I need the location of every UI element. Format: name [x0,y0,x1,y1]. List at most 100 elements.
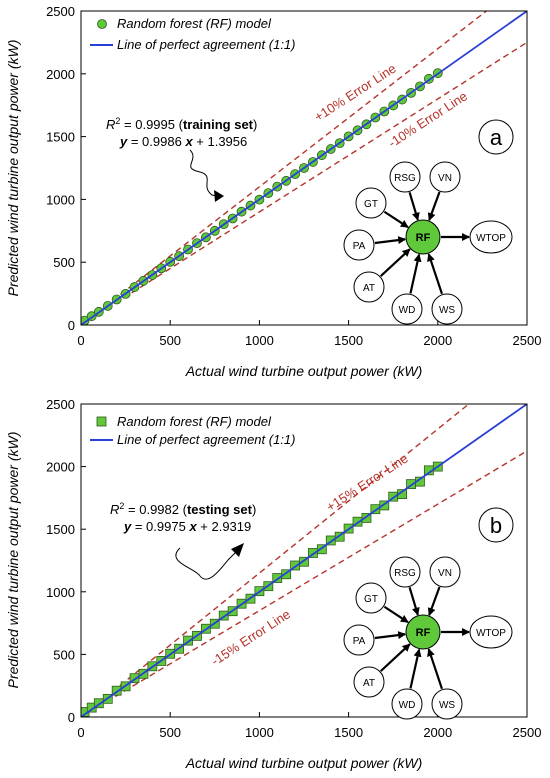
one-to-one-line [81,11,527,325]
panel-b-legend-entry-line: Line of perfect agreement (1:1) [117,432,296,447]
y-tick-label: 0 [68,710,75,725]
diagram-arrow [409,648,422,689]
diagram-input-node [391,688,423,720]
panel-b-regression-text: y = 0.9975 x + 2.9319 [123,519,251,534]
diagram-input-label: WD [399,700,416,711]
x-tick-label: 2500 [513,333,542,348]
diagram-center-node [405,219,441,255]
diagram-arrow [427,586,441,617]
x-tick-label: 0 [77,333,84,348]
upper-error-line [81,11,488,325]
y-tick-label: 1000 [46,192,75,207]
diagram-arrow [379,643,411,672]
diagram-arrow [408,587,420,616]
panel-b-squiggle-pointer [175,547,241,580]
y-tick-label: 500 [53,255,75,270]
y-tick-label: 0 [68,318,75,333]
panel-a-legend-entry-line: Line of perfect agreement (1:1) [117,37,296,52]
x-tick-label: 2000 [423,333,452,348]
diagram-center-label: RF [416,627,431,639]
panel-b-pointer-arrowhead [231,543,244,557]
panel-a-regression-text: y = 0.9986 x + 1.3956 [119,134,247,149]
diagram-arrow [427,191,441,222]
diagram-input-label: RSG [394,173,416,184]
x-tick-label: 1000 [245,725,274,740]
diagram-arrow [383,605,409,624]
diagram-center-label: RF [416,232,431,244]
panel-a-legend-marker [97,19,107,29]
diagram-input-node [389,161,421,193]
diagram-arrow [427,253,443,295]
diagram-input-node [431,293,463,325]
y-tick-label: 1500 [46,130,75,145]
panel-b-one-to-one-line [81,404,527,717]
diagram-arrow [427,648,443,690]
data-point [334,531,345,542]
panel-b-x-axis-label: Actual wind turbine output power (kW) [185,755,423,771]
panel-a-legend: Random forest (RF) model Line of perfect… [90,16,296,52]
diagram-input-node [391,293,423,325]
x-tick-label: 1500 [334,725,363,740]
lower-error-line [81,41,527,325]
panel-b-upper-error-label: +15% Error Line [323,451,410,515]
diagram-input-label: VN [438,173,452,184]
panel-a-label-circle [478,119,514,155]
panel-a-label: a [490,125,503,150]
lower-error-line [81,450,527,717]
one-to-one-line [81,404,527,717]
panel-b-legend-entry-model: Random forest (RF) model [117,414,272,429]
panel-b-error-lines [81,404,527,717]
y-tick-label: 2000 [46,460,75,475]
data-point [379,500,390,511]
diagram-arrow [383,210,409,229]
panel-b-label: b [490,513,502,538]
data-point [299,556,309,567]
panel-a-x-axis-label: Actual wind turbine output power (kW) [185,363,423,379]
x-tick-label: 0 [77,725,84,740]
panel-b-r2-text: R2 = 0.9982 (testing set) [110,501,256,517]
panel-a-plot-frame [80,10,528,326]
panel-b-axis-ticks: 0 500 1000 1500 2000 2500 0 500 1000 1500 2000 2500 [46,397,541,740]
diagram-center-node [405,614,441,650]
diagram-input-label: GT [364,199,378,210]
x-tick-label: 1000 [245,333,274,348]
diagram-input-label: PA [353,636,366,647]
diagram-output-label: WTOP [476,628,506,639]
panel-a-y-axis-label: Predicted wind turbine output power (kW) [5,40,21,297]
panel-a-r2-text: R2 = 0.9995 (training set) [106,116,257,132]
panel-a-fit-equation: R2 = 0.9995 (training set) y = 0.9986 x … [106,116,257,202]
panel-a-legend-entry-model: Random forest (RF) model [117,16,272,31]
panel-a-axis-ticks: 0 500 1000 1500 2000 2500 0 500 1000 1500 2000 2500 [46,4,541,348]
diagram-input-node [429,161,461,193]
y-tick-label: 500 [53,647,75,662]
diagram-input-node [343,229,375,261]
diagram-input-node [353,271,385,303]
y-tick-label: 1500 [46,522,75,537]
diagram-input-label: WD [399,305,416,316]
y-tick-label: 2500 [46,397,75,412]
upper-error-line [81,404,470,717]
y-tick-label: 2500 [46,4,75,19]
diagram-arrow [374,631,407,640]
diagram-input-label: AT [363,283,375,294]
diagram-arrow [409,253,422,294]
diagram-output-label: WTOP [476,233,506,244]
panel-b-legend-marker [96,416,107,427]
diagram-input-node [355,582,387,614]
panel-a-chart: 0 500 1000 1500 2000 2500 0 500 1000 1500 2000 2500… [5,4,541,379]
diagram-input-label: VN [438,568,452,579]
diagram-arrow [379,248,411,277]
panel-a-error-lines [81,11,527,325]
diagram-input-label: PA [353,241,366,252]
diagram-input-node [429,556,461,588]
diagram-output-node [469,615,513,649]
y-tick-label: 1000 [46,585,75,600]
data-point [316,544,327,555]
x-tick-label: 1500 [334,333,363,348]
diagram-input-label: WS [439,700,455,711]
diagram-input-node [431,688,463,720]
panel-a-model-diagram: GT RSG VN PA AT WD WS RF WTOP [343,161,513,325]
diagram-input-label: GT [364,594,378,605]
x-tick-label: 2500 [513,725,542,740]
